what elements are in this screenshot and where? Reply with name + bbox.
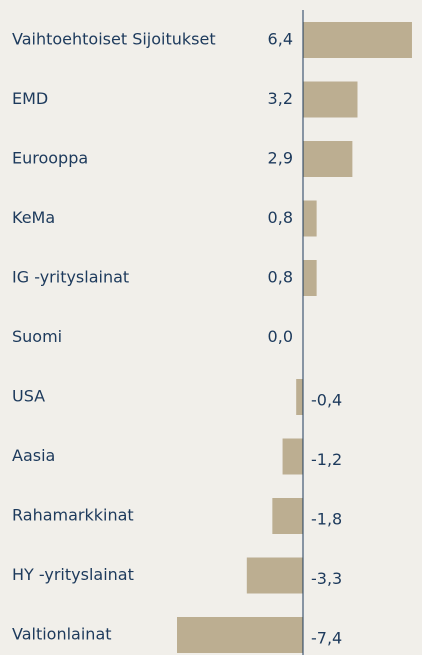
value-label: -3,3 [311, 569, 342, 588]
category-label: Aasia [12, 446, 55, 465]
bar [272, 498, 303, 534]
category-label: EMD [12, 89, 48, 108]
category-label: KeMa [12, 208, 55, 227]
value-label: 2,9 [268, 149, 293, 168]
value-label: -7,4 [311, 629, 342, 648]
value-label: 6,4 [268, 30, 293, 49]
category-label: IG -yrityslainat [12, 268, 129, 287]
bar [296, 379, 303, 415]
bar [303, 141, 353, 177]
bar [177, 617, 303, 653]
value-label: -1,8 [311, 510, 342, 529]
value-label: -0,4 [311, 391, 342, 410]
bar [282, 438, 303, 475]
category-label: Rahamarkkinat [12, 506, 134, 525]
category-label: USA [12, 387, 45, 406]
value-label: 0,0 [268, 327, 293, 346]
category-label: HY -yrityslainat [12, 565, 134, 584]
value-label: 0,8 [268, 268, 293, 287]
value-label: -1,2 [311, 450, 342, 469]
bar [303, 22, 412, 58]
value-label: 3,2 [268, 89, 293, 108]
category-label: Vaihtoehtoiset Sijoitukset [12, 30, 216, 49]
bar [303, 260, 317, 296]
category-label: Eurooppa [12, 149, 88, 168]
bar [246, 557, 303, 594]
category-label: Valtionlainat [12, 625, 112, 644]
value-label: 0,8 [268, 208, 293, 227]
bar [303, 81, 358, 118]
bar [303, 200, 317, 237]
category-label: Suomi [12, 327, 62, 346]
